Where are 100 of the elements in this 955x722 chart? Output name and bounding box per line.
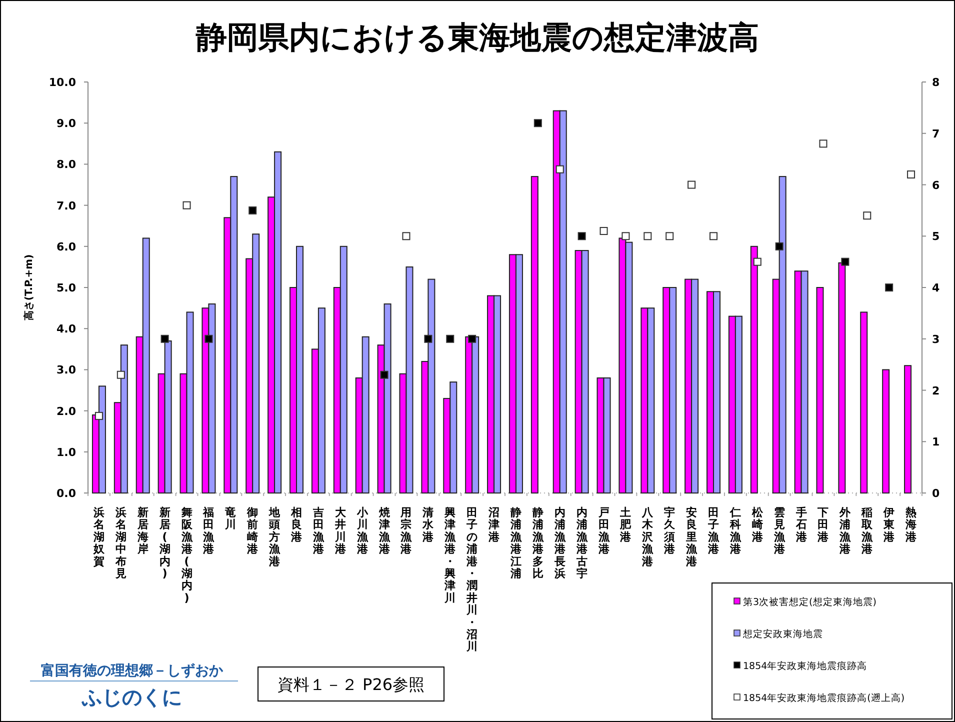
x-tick-label: 興津漁港・興津川 [444,506,457,604]
x-tick-label: 稲取漁港 [860,506,874,556]
y-tick-label: 1.0 [56,446,76,459]
x-tick-label: 手石港 [794,506,808,544]
bar [530,176,538,494]
y2-tick-label: 6 [932,178,940,192]
point [204,334,213,343]
point [819,140,828,148]
bar [120,344,128,494]
x-tick-label: 浜名湖奴賀 [92,506,106,568]
bar [296,246,304,494]
x-tick-label: 内浦漁港古宇 [575,506,588,580]
y-tick-label: 2.0 [56,404,76,418]
y2-tick-label: 1 [932,436,940,449]
point [688,180,696,189]
y2-tick-label: 2 [932,384,940,398]
category-label: 田子の浦港・潤井川・沼川 [466,506,478,654]
point [446,334,454,343]
point [248,206,257,214]
x-tick-label: 大井川港 [334,506,347,556]
bar [384,303,392,494]
text: 富国有徳の理想郷－しずおか [41,662,224,679]
x-tick-label: 戸田漁港 [597,506,610,556]
x-tick-label: 伊東港 [882,506,896,544]
bar [406,266,414,494]
x-tick-label: 新居(湖内) [158,506,170,580]
legend-label: 第3次被害想定(想定東海地震) [743,596,876,608]
y2-tick-label: 8 [932,76,940,89]
bar [142,238,150,494]
y-tick-label: 8.0 [56,158,76,172]
y-tick-label: 4.0 [56,322,76,336]
bar [904,365,912,494]
x-tick-label: 雲見漁港 [772,506,786,556]
x-tick-label: 舞阪漁港(湖内) [180,506,194,604]
x-tick-label: 熱海港 [904,506,918,544]
point [534,119,542,128]
x-tick-label: 外浦漁港 [838,506,852,556]
bar [274,151,282,494]
x-tick-label: 田子漁港 [707,506,720,556]
bar [734,316,742,494]
bar [860,312,868,494]
x-tick-label: 静浦漁港多比 [531,506,544,580]
x-tick-label: 安良里漁港 [685,506,698,568]
bar [252,234,260,494]
x-tick-label: 地頭方漁港 [268,506,282,568]
point [468,334,476,343]
x-tick-label: 内浦漁港長浜 [553,506,566,580]
point [907,170,916,178]
y2-tick-label: 0 [932,487,940,500]
y2-tick-label: 3 [932,332,940,346]
x-tick-label: 新居海岸 [136,506,148,556]
text: 資料１－２ P26参照 [277,675,425,694]
bar [450,382,458,494]
point [116,370,125,379]
point [556,165,564,174]
point [424,334,432,343]
point [182,201,191,210]
x-tick-label: 焼津漁港 [378,506,391,556]
bar [340,246,348,494]
x-tick-label: 仁科漁港 [728,506,742,556]
bar [472,336,480,494]
x-tick-label: 松崎港 [750,506,764,544]
point [885,284,894,292]
y-axis-title: 高さ(T.P.+m) [23,254,35,321]
point [644,232,652,240]
y-tick-label: 0.0 [56,487,76,500]
point [578,232,586,240]
bar [186,312,194,494]
x-tick-label: 宇久須港 [663,506,676,556]
x-tick-label: 福田漁港 [202,506,216,556]
bar [713,291,720,494]
bar [515,254,523,494]
bar [318,308,326,494]
y2-tick-label: 4 [932,282,940,294]
bar [581,250,589,494]
point [94,412,103,420]
bar [362,336,370,494]
bar [647,308,655,494]
point [402,232,410,240]
point [380,370,388,379]
bar [838,262,846,494]
y-tick-label: 9.0 [56,117,76,130]
x-tick-label: 小川漁港 [356,506,369,556]
text: ふじのくに [81,685,182,709]
bar [778,176,786,494]
x-tick-label: 浜名湖中布見 [114,506,126,580]
bar [494,295,502,494]
point [666,232,674,240]
point [841,258,850,266]
bar [816,287,824,494]
bar [691,278,699,494]
x-tick-label: 用宗漁港 [400,506,413,556]
bar [230,176,238,494]
y-tick-label: 3.0 [56,364,76,377]
x-tick-label: 御前崎港 [246,506,260,556]
x-tick-label: 土肥港 [619,506,632,544]
bar [559,110,567,494]
x-tick-label: 八木沢漁港 [641,506,654,568]
bar [98,386,106,494]
bar [603,377,611,494]
